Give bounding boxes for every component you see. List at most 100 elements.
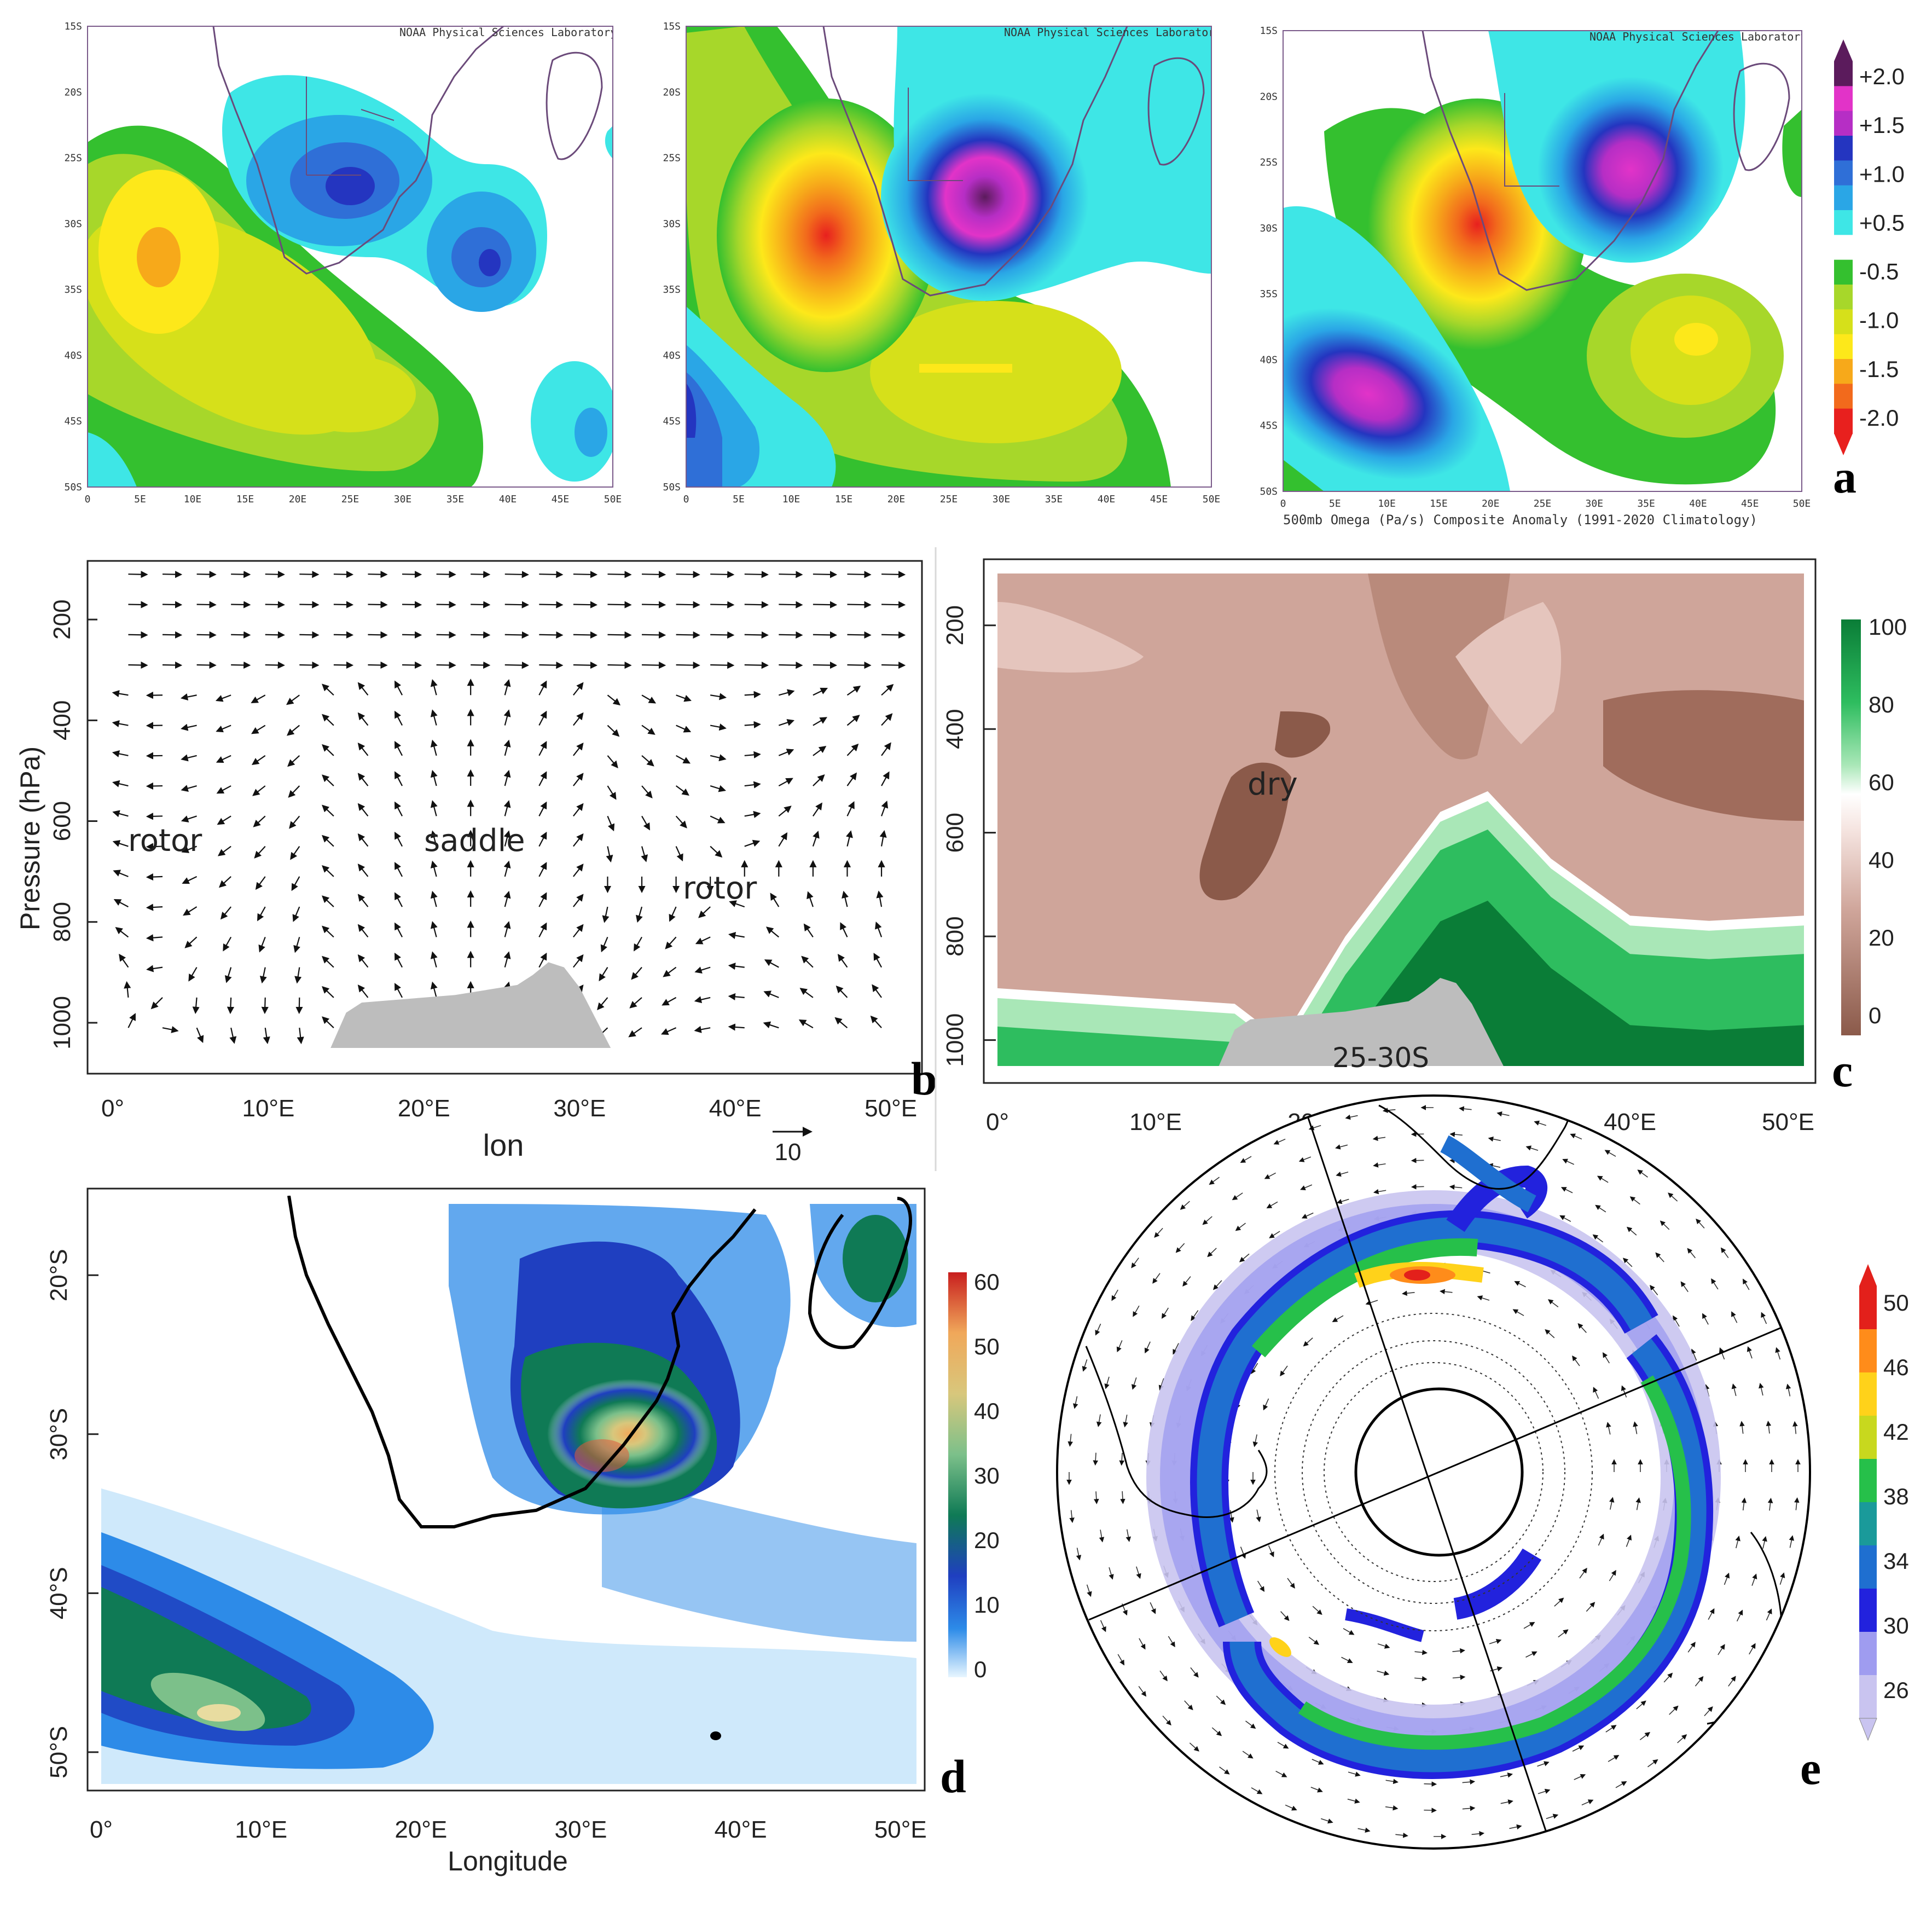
polar-wind-vector [1136,1566,1141,1579]
wind-vector [573,954,584,968]
polar-wind-vector [1606,1422,1611,1435]
polar-wind-vector [1312,1759,1324,1765]
jet-colorbar-top-arrow [1859,1264,1877,1286]
wind-vector [538,680,547,696]
wind-vector [573,833,584,847]
wind-vector [710,785,727,792]
polar-wind-vector [1277,1741,1289,1749]
wind-vector [840,922,848,937]
wind-vector [607,601,632,609]
polar-wind-vector [1579,1567,1587,1579]
wind-vector [162,601,183,609]
wind-vector [641,785,653,798]
wind-vector [744,571,769,578]
lon-tick-2-5: 25E [940,494,958,505]
omega-colorbar: +2.0 +1.5 +1.0 +0.5 -0.5 -1.0 -1.5 -2.0 [1834,39,1905,455]
wind-vector [573,894,584,907]
polar-wind-vector [1496,1111,1510,1117]
lon-tick-3-6: 30E [1586,498,1604,509]
polar-wind-vector [1069,1510,1075,1523]
precip-colorbar-label-5: 10 [974,1592,1000,1618]
wind-vector [322,955,334,968]
wind-vector [728,931,745,939]
wind-vector [162,1026,179,1033]
polar-wind-vector [1785,1383,1791,1397]
wind-vector [251,755,266,766]
wind-vector [231,571,251,578]
wind-vector [263,1027,270,1045]
wind-vector [676,694,692,702]
polar-wind-vector [1751,1573,1757,1586]
wind-vector [663,966,677,977]
omega-map-3: NOAA Physical Sciences Laboratory [1283,31,1802,491]
wind-vector [710,754,727,762]
polar-wind-vector [1500,1799,1513,1805]
lat-tick-2-3: 30S [663,218,681,230]
polar-wind-vector [1609,1569,1616,1581]
polar-wind-vector [1219,1766,1230,1775]
wind-vector [744,781,761,789]
wind-vector [181,723,197,731]
wind-vector [265,601,285,609]
lat-tick-3-3: 30S [1260,223,1278,234]
wind-vector [430,921,438,937]
jet-colorbar-swatch [1859,1502,1877,1546]
polar-wind-vector [1702,1313,1709,1325]
precip-colorbar-label-6: 0 [974,1656,987,1682]
wind-vector [322,744,334,756]
wind-vector [744,691,761,698]
jet-colorbar-swatch [1859,1675,1877,1719]
lon-tick-2-2: 10E [782,494,800,505]
lon-tick-3-4: 20E [1482,498,1500,509]
lat-tick-1-1: 20S [64,86,82,98]
lon-tick-label-b-3: 30°E [553,1095,606,1122]
lat-tick-label-d-2: 40°S [45,1567,72,1619]
polar-wind-vector [1570,1133,1582,1140]
wind-vector [471,571,491,578]
wind-vector [728,963,745,970]
omega-colorbar-swatch [1834,259,1853,285]
polar-wind-vector [1735,1536,1740,1549]
polar-wind-vector [1232,1192,1243,1201]
wind-vector [430,890,438,907]
polar-wind-vector [1609,1497,1615,1510]
wind-vector [641,815,651,831]
wind-vector [181,815,197,822]
wind-vector [642,601,666,609]
wind-vector [744,839,761,847]
polar-wind-vector [1109,1567,1114,1580]
wind-vector [357,924,369,938]
wind-vector [286,694,300,705]
jet-colorbar-swatch [1859,1632,1877,1676]
wind-vector [127,1013,136,1028]
polar-wind-vector [1691,1348,1697,1361]
polar-wind-vector [1673,1315,1680,1327]
polar-wind-vector [1477,1295,1490,1301]
wind-vector [357,954,369,968]
saddle-label: saddle [424,823,525,859]
lat-tick-label-d-3: 50°S [45,1726,72,1778]
wind-vector [357,894,369,907]
wind-vector [729,900,745,908]
panel-letter-b: b [911,1052,937,1105]
jet-colorbar-label-6: 26 [1883,1677,1909,1703]
polar-wind-vector [1749,1643,1756,1655]
polar-wind-vector [1348,1771,1361,1777]
lon-tick-1-10: 50E [604,494,622,505]
wind-vector [229,1027,237,1044]
lon-tick-3-3: 15E [1430,498,1448,509]
pressure-tick-label-c-0: 200 [942,605,968,645]
omega-colorbar-swatch [1834,408,1853,434]
polar-wind-vector [1242,1751,1254,1759]
wind-vector [394,831,403,847]
wind-vector [259,967,267,984]
wind-vector [180,693,197,701]
polar-wind-vector [1537,1761,1550,1767]
polar-wind-vector [1120,1491,1125,1504]
wind-vector [694,996,711,1004]
wind-vector [112,810,129,818]
wind-vector [394,801,403,816]
wind-vector [430,860,438,877]
polar-wind-vector [1559,1215,1571,1222]
reference-vector-label: 10 [775,1139,802,1166]
